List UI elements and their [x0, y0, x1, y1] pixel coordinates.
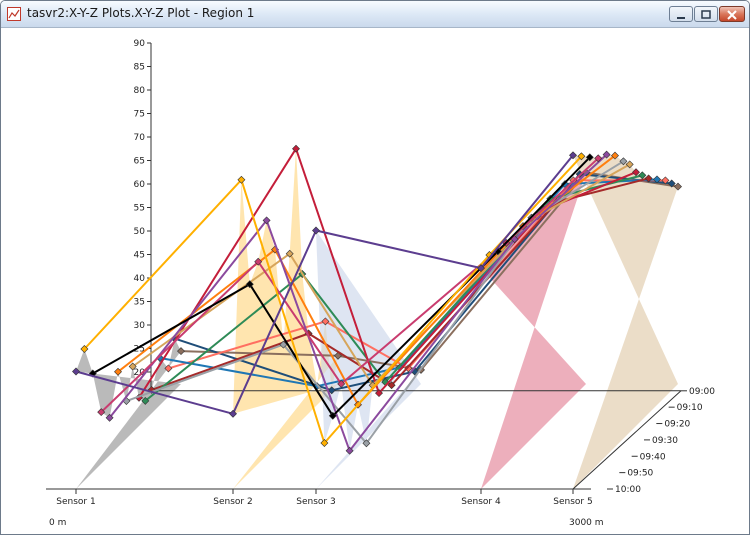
series-point — [594, 154, 603, 163]
xyz-chart[interactable]: 20 25 30 35 40 45 50 55 60 65 70 75 80 85 90 09:00 09:10… — [1, 28, 749, 534]
series-point — [477, 264, 485, 273]
y-tick-label: 85 — [134, 63, 145, 73]
y-tick-label: 40 — [134, 274, 146, 284]
sensor-fill-5 — [573, 154, 678, 489]
y-tick-label: 55 — [134, 204, 145, 214]
z-tick-label: 09:10 — [677, 403, 703, 413]
series-point — [345, 446, 354, 455]
y-tick-label: 35 — [134, 298, 145, 308]
series-point — [237, 175, 246, 184]
x-tick-label: Sensor 2 — [213, 497, 252, 507]
series-point — [292, 144, 300, 153]
chart-app-icon — [7, 7, 21, 21]
y-tick-label: 75 — [134, 110, 145, 120]
series-point — [245, 280, 254, 289]
series-point — [337, 379, 346, 388]
series-point — [320, 439, 329, 447]
series-point — [674, 182, 682, 191]
sensor-fill-1 — [76, 338, 181, 489]
y-tick-label: 30 — [134, 321, 146, 331]
y-tick-label: 20 — [134, 368, 146, 378]
minimize-icon — [677, 17, 685, 19]
z-tick-label: 09:20 — [664, 420, 690, 430]
series-point — [279, 340, 288, 349]
series-point — [164, 364, 173, 373]
series-point — [114, 367, 122, 376]
series-point — [80, 345, 89, 353]
close-icon — [727, 10, 737, 20]
z-tick-label: 10:00 — [615, 485, 641, 495]
z-tick-label: 09:00 — [689, 387, 715, 397]
series-point — [72, 367, 80, 376]
x-tick-label: Sensor 3 — [296, 497, 335, 507]
series-point — [569, 151, 577, 160]
series-point — [375, 389, 383, 398]
z-tick-label: 09:30 — [652, 436, 678, 446]
z-tick-label: 09:50 — [627, 469, 653, 479]
title-bar[interactable]: tasvr2:X-Y-Z Plots.X-Y-Z Plot - Region 1 — [1, 1, 749, 28]
series-point — [128, 362, 137, 371]
series-point — [661, 176, 670, 185]
series-point — [585, 153, 594, 162]
z-axis-line — [572, 390, 682, 490]
series-point — [653, 175, 661, 184]
series-point — [667, 179, 676, 188]
series-point — [177, 347, 185, 356]
z-tick-label: 09:40 — [640, 452, 666, 462]
y-tick-label: 65 — [134, 157, 145, 167]
series-point — [644, 174, 653, 183]
series-point — [327, 386, 336, 395]
series-point — [611, 151, 619, 160]
series-point — [638, 171, 647, 180]
series-point — [619, 157, 628, 166]
series-point — [625, 160, 634, 169]
series-point — [577, 152, 586, 161]
y-tick-label: 50 — [134, 227, 146, 237]
xyz-plot-area[interactable]: 20 25 30 35 40 45 50 55 60 65 70 75 80 85 90 09:00 09:10… — [1, 28, 749, 534]
series-point — [602, 150, 611, 159]
y-tick-label: 90 — [134, 39, 146, 49]
series-point — [285, 249, 294, 258]
y-tick-label: 25 — [134, 345, 145, 355]
close-button[interactable] — [719, 6, 745, 22]
series-point — [328, 411, 337, 420]
x-tick-label: Sensor 4 — [461, 497, 501, 507]
x-range-start-label: 0 m — [49, 518, 66, 528]
window-title: tasvr2:X-Y-Z Plots.X-Y-Z Plot - Region 1 — [27, 6, 255, 20]
maximize-icon — [701, 10, 711, 19]
series-point — [262, 216, 271, 225]
series-point — [387, 381, 396, 390]
series-point — [404, 364, 413, 373]
x-tick-label: Sensor 1 — [56, 497, 95, 507]
series-point — [362, 439, 371, 448]
x-tick-label: Sensor 5 — [553, 497, 592, 507]
series-point — [105, 413, 114, 422]
minimize-button[interactable] — [669, 6, 693, 22]
series-point — [141, 396, 150, 405]
series-point — [321, 317, 330, 326]
x-range-end-label: 3000 m — [569, 518, 604, 528]
series-point — [632, 168, 640, 177]
y-tick-label: 80 — [134, 86, 146, 96]
series-point — [229, 409, 237, 418]
y-tick-label: 70 — [134, 133, 146, 143]
y-tick-label: 45 — [134, 251, 145, 261]
series-point — [97, 408, 106, 417]
series-point — [254, 257, 263, 266]
y-tick-label: 60 — [134, 180, 146, 190]
maximize-button[interactable] — [694, 6, 718, 22]
series-point — [312, 226, 320, 235]
